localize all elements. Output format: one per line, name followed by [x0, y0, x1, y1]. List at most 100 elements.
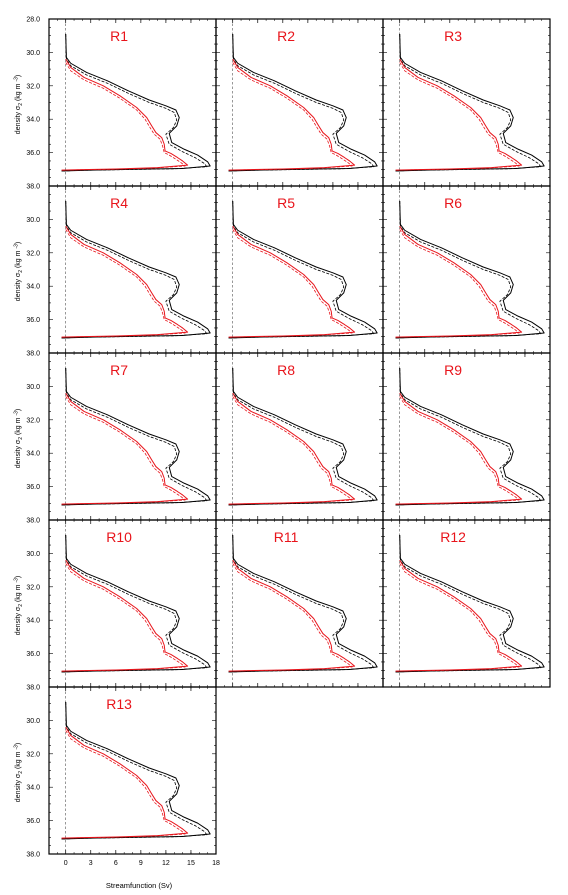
series-black-solid — [61, 702, 211, 840]
series-black-dashed — [228, 201, 375, 339]
panel-r3: R3 — [382, 18, 551, 187]
y-tick-label: 38.0 — [26, 518, 40, 525]
panel-r12: R12 — [382, 519, 551, 688]
y-tick-label: 30.0 — [26, 551, 40, 558]
panel-r7: 30.0 32.0 34.0 36.0 38.0 density σ2 (kg m -3)… — [14, 352, 217, 525]
y-axis-label: density σ2 (kg m -3) — [14, 409, 25, 468]
series-black-dashed — [395, 201, 542, 339]
series-black-solid — [61, 368, 211, 506]
series-black-solid — [61, 535, 211, 673]
y-axis-label: density σ2 (kg m -3) — [14, 75, 25, 134]
series-black-solid — [395, 34, 545, 172]
series-red-dashed — [395, 62, 520, 171]
x-axis-label: Streamfunction (Sv) — [106, 881, 173, 890]
panel-frame — [215, 185, 384, 354]
series-black-dashed — [61, 702, 208, 840]
x-tick-label: 18 — [212, 860, 220, 867]
panel-frame — [48, 519, 217, 688]
series-black-dashed — [228, 535, 375, 673]
series-black-solid — [61, 34, 211, 172]
series-black-dashed — [228, 34, 375, 172]
series-black-dashed — [395, 535, 542, 673]
y-tick-label: 32.0 — [26, 250, 40, 257]
series-red-solid — [228, 58, 356, 171]
y-axis-label: density σ2 (kg m -3) — [14, 242, 25, 301]
panel-r13: 30.0 32.0 34.0 36.0 38.0 density σ2 (kg m -3)… — [14, 686, 220, 867]
panel-title: R4 — [110, 195, 128, 211]
y-axis-label: density σ2 (kg m -3) — [14, 743, 25, 802]
panel-r9: R9 — [382, 352, 551, 521]
y-tick-label: 38.0 — [26, 685, 40, 692]
panel-r4: 30.0 32.0 34.0 36.0 38.0 density σ2 (kg m -3)… — [14, 185, 217, 358]
y-tick-label: 38.0 — [26, 852, 40, 859]
series-red-dashed — [228, 396, 353, 505]
series-red-solid — [395, 392, 523, 505]
series-red-solid — [395, 58, 523, 171]
panel-title: R2 — [277, 28, 295, 44]
series-red-solid — [61, 392, 189, 505]
series-black-solid — [228, 368, 378, 506]
y-tick-label: 32.0 — [26, 751, 40, 758]
y-tick-label: 34.0 — [26, 618, 40, 625]
panel-title: R10 — [106, 529, 132, 545]
panel-r2: R2 — [215, 18, 384, 187]
x-tick-label: 6 — [114, 860, 118, 867]
series-black-dashed — [228, 368, 375, 506]
y-tick-label: 32.0 — [26, 83, 40, 90]
series-red-dashed — [61, 62, 186, 171]
panel-frame — [382, 519, 551, 688]
series-red-solid — [61, 58, 189, 171]
series-red-dashed — [61, 229, 186, 338]
panel-r1: 28.0 30.0 32.0 34.0 36.0 38.0 density σ2 (kg m… — [14, 17, 217, 191]
y-tick-label: 32.0 — [26, 584, 40, 591]
y-tick-label: 34.0 — [26, 451, 40, 458]
series-black-solid — [228, 201, 378, 339]
y-tick-label: 30.0 — [26, 384, 40, 391]
series-red-dashed — [395, 396, 520, 505]
series-black-solid — [395, 535, 545, 673]
panel-title: R9 — [444, 362, 462, 378]
y-tick-label: 38.0 — [26, 351, 40, 358]
series-black-dashed — [61, 368, 208, 506]
panel-frame — [215, 519, 384, 688]
series-red-dashed — [395, 563, 520, 672]
series-black-solid — [228, 535, 378, 673]
series-red-solid — [228, 392, 356, 505]
series-red-solid — [228, 559, 356, 672]
series-red-solid — [228, 225, 356, 338]
panel-frame — [48, 18, 217, 187]
panel-r6: R6 — [382, 185, 551, 354]
series-red-dashed — [228, 563, 353, 672]
panel-title: R7 — [110, 362, 128, 378]
y-tick-label: 34.0 — [26, 785, 40, 792]
panel-title: R3 — [444, 28, 462, 44]
panel-title: R5 — [277, 195, 295, 211]
panel-r8: R8 — [215, 352, 384, 521]
panel-r11: R11 — [215, 519, 384, 688]
series-black-dashed — [61, 34, 208, 172]
y-tick-label: 36.0 — [26, 150, 40, 157]
panel-frame — [215, 352, 384, 521]
series-red-solid — [395, 559, 523, 672]
x-tick-label: 3 — [89, 860, 93, 867]
panel-title: R11 — [274, 529, 299, 545]
panel-title: R12 — [440, 529, 466, 545]
series-red-solid — [61, 726, 189, 839]
panel-frame — [215, 18, 384, 187]
y-tick-label: 30.0 — [26, 718, 40, 725]
series-black-dashed — [395, 34, 542, 172]
panel-frame — [382, 352, 551, 521]
y-tick-label: 28.0 — [26, 17, 40, 24]
panel-frame — [48, 352, 217, 521]
y-tick-label: 36.0 — [26, 651, 40, 658]
series-red-dashed — [228, 229, 353, 338]
panel-r5: R5 — [215, 185, 384, 354]
panel-frame — [382, 185, 551, 354]
x-tick-label: 9 — [139, 860, 143, 867]
series-red-dashed — [61, 396, 186, 505]
x-tick-label: 12 — [162, 860, 170, 867]
y-tick-label: 34.0 — [26, 284, 40, 291]
panel-grid: 28.0 30.0 32.0 34.0 36.0 38.0 density σ2 (kg m… — [14, 17, 551, 867]
panel-r10: 30.0 32.0 34.0 36.0 38.0 density σ2 (kg m -3)… — [14, 519, 217, 692]
